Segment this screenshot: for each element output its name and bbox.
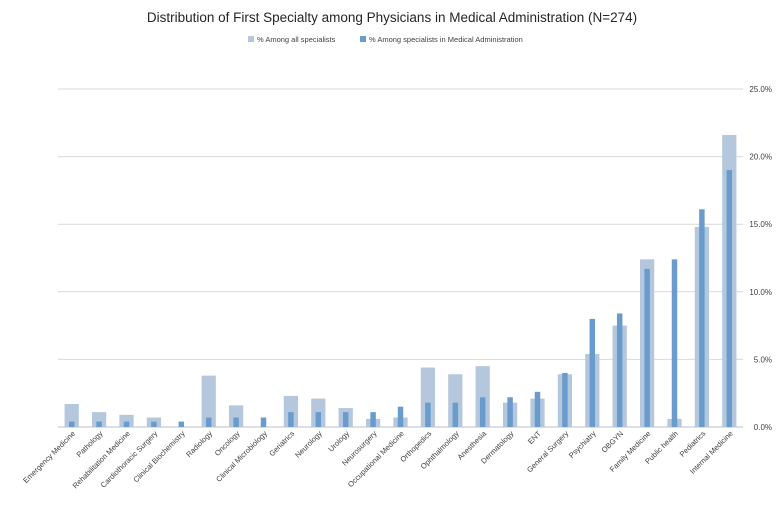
bar-medical-administration-rehabilitation-medicine bbox=[123, 421, 130, 427]
bar-all-specialists-pathology bbox=[91, 412, 107, 427]
series-medical-administration bbox=[68, 170, 733, 427]
bar-medical-administration-psychiatry bbox=[589, 318, 596, 427]
bar-medical-administration-urology bbox=[342, 412, 349, 427]
x-tick-label: Clinical Microbiology bbox=[214, 429, 269, 484]
legend-label-medical-administration: % Among specialists in Medical Administr… bbox=[369, 35, 523, 44]
bar-medical-administration-family-medicine bbox=[644, 268, 650, 427]
y-tick-label: 15.0% bbox=[749, 220, 772, 229]
bar-medical-administration-pathology bbox=[96, 421, 102, 427]
gridlines bbox=[58, 88, 743, 428]
x-tick-label: Radiology bbox=[184, 429, 214, 459]
legend-swatch-all-specialists bbox=[248, 36, 254, 42]
y-tick-label: 20.0% bbox=[749, 153, 772, 162]
bar-medical-administration-neurology bbox=[315, 412, 322, 427]
bar-all-specialists-anesthesia bbox=[475, 366, 490, 427]
bar-medical-administration-pediatrics bbox=[699, 209, 705, 427]
bar-medical-administration-obgyn bbox=[616, 313, 623, 427]
y-axis-ticks: 0.0% 5.0% 10.0% 15.0% 20.0% 25.0% bbox=[749, 85, 772, 432]
bar-medical-administration-dermatology bbox=[507, 397, 513, 427]
bar-medical-administration-occupational-medicine bbox=[397, 406, 404, 427]
bar-medical-administration-clinical-biochemistry bbox=[178, 421, 185, 427]
bar-all-specialists-emergency-medicine bbox=[64, 404, 79, 427]
y-tick-label: 10.0% bbox=[749, 288, 772, 297]
bar-medical-administration-geriatrics bbox=[288, 412, 294, 427]
bar-medical-administration-oncology bbox=[233, 417, 239, 427]
chart-title: Distribution of First Specialty among Ph… bbox=[147, 10, 637, 25]
bar-all-specialists-radiology bbox=[201, 375, 216, 427]
x-tick-label: Neurology bbox=[293, 429, 324, 460]
bar-medical-administration-clinical-microbiology bbox=[260, 417, 267, 427]
x-tick-label: Geriatrics bbox=[267, 429, 296, 458]
x-tick-label: Psychiatry bbox=[567, 429, 598, 460]
x-tick-label: ENT bbox=[526, 429, 543, 446]
y-tick-label: 0.0% bbox=[754, 423, 772, 432]
bar-all-specialists-oncology bbox=[228, 405, 244, 427]
bar-medical-administration-neurosurgery bbox=[370, 412, 376, 427]
series-all-specialists bbox=[64, 134, 737, 427]
bar-medical-administration-public-health bbox=[671, 259, 678, 427]
bar-medical-administration-anesthesia bbox=[479, 397, 486, 427]
legend: % Among all specialists % Among speciali… bbox=[248, 35, 523, 44]
x-tick-label: Clinical Biochemistry bbox=[131, 429, 186, 484]
bar-medical-administration-ent bbox=[534, 391, 541, 427]
x-tick-label: Urology bbox=[326, 429, 351, 454]
bar-medical-administration-orthopedics bbox=[425, 402, 431, 427]
x-tick-label: Emergency Medicine bbox=[21, 429, 77, 485]
x-axis-labels: Emergency MedicinePathologyRehabilitatio… bbox=[21, 428, 734, 490]
bar-medical-administration-general-surgery bbox=[562, 372, 568, 427]
bar-all-specialists-geriatrics bbox=[283, 395, 299, 427]
x-tick-label: Occupational Medicine bbox=[346, 429, 406, 489]
y-tick-label: 25.0% bbox=[749, 85, 772, 94]
bar-medical-administration-radiology bbox=[205, 417, 212, 427]
bar-medical-administration-emergency-medicine bbox=[68, 421, 75, 427]
bar-all-specialists-orthopedics bbox=[420, 367, 436, 427]
bar-medical-administration-cardiothoracic-surgery bbox=[151, 421, 157, 427]
x-tick-label: OBGYN bbox=[600, 429, 626, 455]
legend-label-all-specialists: % Among all specialists bbox=[257, 35, 336, 44]
bar-medical-administration-ophthalmology bbox=[452, 402, 459, 427]
y-tick-label: 5.0% bbox=[754, 355, 772, 364]
bar-all-specialists-rehabilitation-medicine bbox=[119, 414, 134, 427]
bar-all-specialists-ophthalmology bbox=[448, 374, 463, 427]
legend-swatch-medical-administration bbox=[360, 36, 366, 42]
bar-medical-administration-internal-medicine bbox=[726, 170, 733, 427]
